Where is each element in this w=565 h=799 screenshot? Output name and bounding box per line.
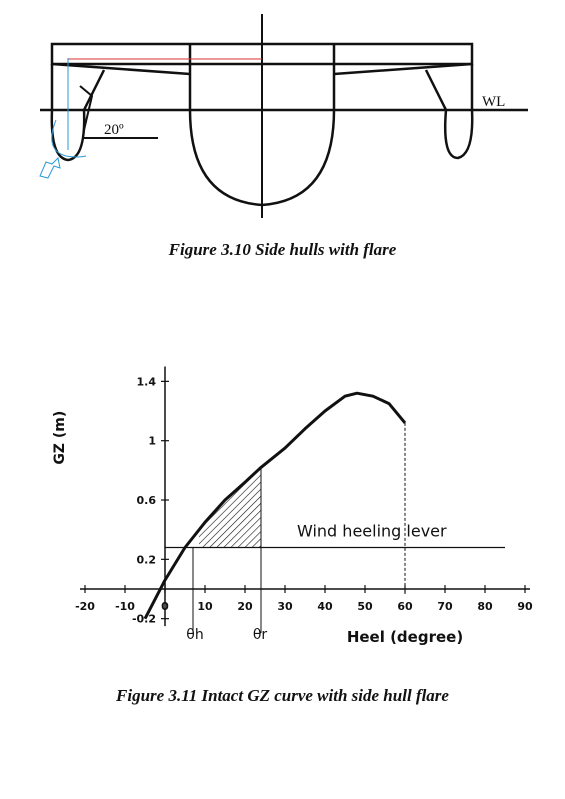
gz-chart: -20 -10 0 10 20 30 40 50 60 70 80 90 1.4 1 0.6 0.2 -0.2 W… xyxy=(52,366,533,646)
hatched-area xyxy=(199,467,261,548)
x-tick-label: 50 xyxy=(357,600,373,613)
figure-caption-1: Figure 3.10 Side hulls with flare xyxy=(168,240,397,259)
angle-label: 20º xyxy=(104,122,124,138)
gz-curve xyxy=(143,391,407,620)
figure-caption-2: Figure 3.11 Intact GZ curve with side hu… xyxy=(116,686,449,705)
x-tick-label: 30 xyxy=(277,600,293,613)
x-axis-label: Heel (degree) xyxy=(347,628,463,646)
y-tick-label: 1 xyxy=(148,435,156,448)
hull-diagram: WL 20º xyxy=(39,14,528,218)
waterline-label: WL xyxy=(482,94,505,110)
x-tick-label: 70 xyxy=(437,600,453,613)
x-tick-label: 40 xyxy=(317,600,333,613)
x-tick-label: 60 xyxy=(397,600,413,613)
y-tick-label: 0.2 xyxy=(137,553,157,566)
arrow-icon xyxy=(39,156,61,179)
y-axis-label: GZ (m) xyxy=(52,411,68,465)
theta-h-label: θh xyxy=(186,627,203,643)
y-tick-label: 0.6 xyxy=(137,494,157,507)
y-tick-label: 1.4 xyxy=(137,375,157,388)
x-tick-label: -20 xyxy=(75,600,95,613)
x-tick-label: 10 xyxy=(197,600,213,613)
theta-r-label: θr xyxy=(253,627,268,643)
x-tick-label: -10 xyxy=(115,600,135,613)
x-tick-label: 0 xyxy=(161,600,169,613)
x-tick-label: 80 xyxy=(477,600,493,613)
y-tick-label: -0.2 xyxy=(132,613,156,626)
x-tick-label: 90 xyxy=(517,600,533,613)
x-tick-label: 20 xyxy=(237,600,253,613)
wind-heeling-lever-label: Wind heeling lever xyxy=(297,521,447,540)
